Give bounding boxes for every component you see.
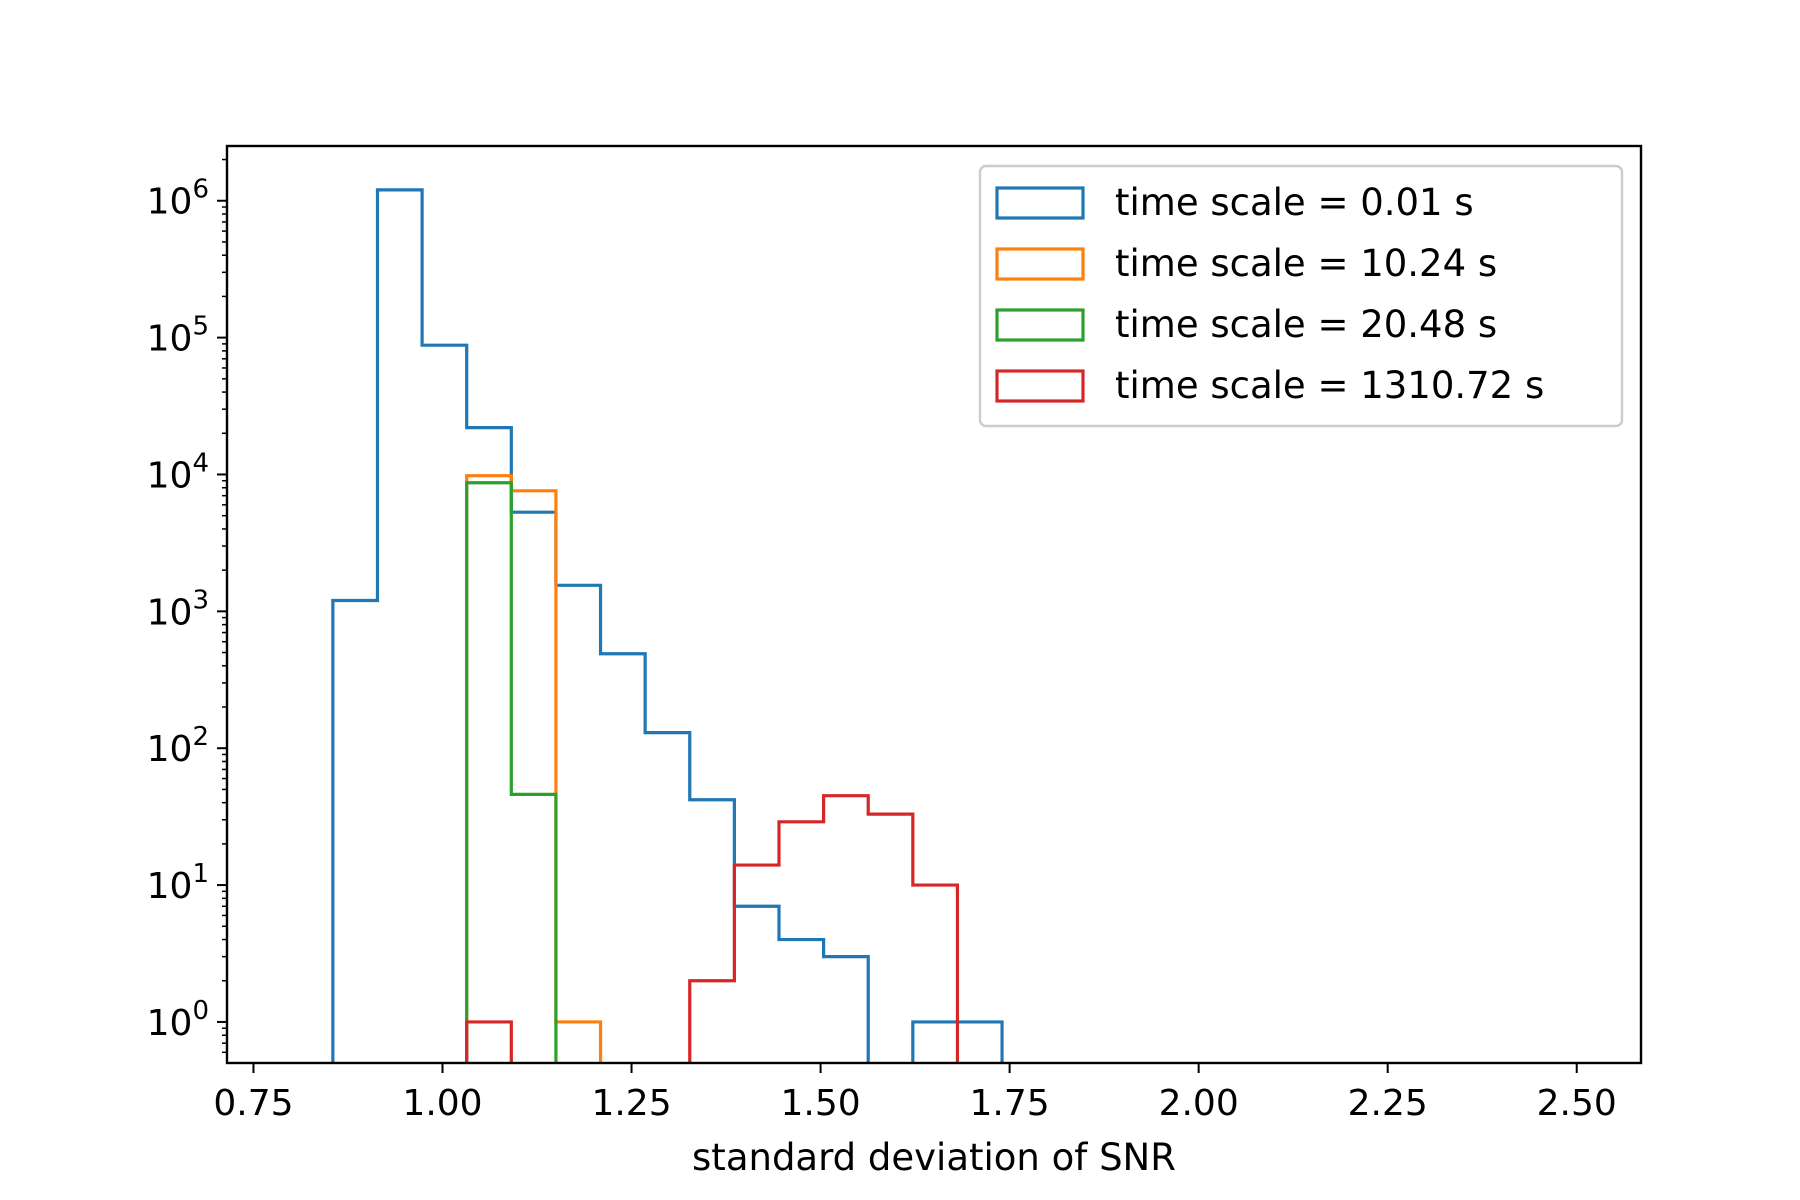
legend-swatch [995,247,1085,281]
x-tick-label: 1.75 [970,1083,1050,1124]
x-tick-label: 0.75 [213,1083,293,1124]
x-tick-label: 2.00 [1159,1083,1239,1124]
series-0-histogram [331,188,1004,1063]
y-tick-label: 104 [147,448,209,496]
axes-frame [225,144,1643,1065]
legend-label: time scale = 1310.72 s [1115,364,1544,407]
y-axis: 100 101 102 103 104 105 106 [147,158,227,1054]
legend: time scale = 0.01 s time scale = 10.24 s t… [978,164,1624,428]
x-tick-label: 1.00 [402,1083,482,1124]
x-tick-label: 1.50 [780,1083,860,1124]
legend-swatch [995,308,1085,342]
y-tick-label: 103 [147,585,209,633]
legend-label: time scale = 10.24 s [1115,242,1497,285]
legend-label: time scale = 20.48 s [1115,303,1497,346]
x-tick-label: 2.25 [1348,1083,1428,1124]
y-tick-label: 100 [147,996,209,1044]
y-tick-label: 102 [147,722,209,770]
y-tick-label: 101 [147,859,209,907]
series-3-histogram [465,794,960,1063]
legend-box [978,164,1624,428]
x-tick-label: 1.25 [591,1083,671,1124]
x-axis: 0.75 1.00 1.25 1.50 1.75 2.00 2.25 2.50 [213,1063,1617,1124]
legend-swatch [995,369,1085,403]
y-tick-label: 106 [147,175,209,223]
x-tick-label: 2.50 [1537,1083,1617,1124]
x-axis-label: standard deviation of SNR [692,1136,1176,1179]
legend-swatch [995,186,1085,220]
legend-label: time scale = 0.01 s [1115,181,1474,224]
y-tick-label: 105 [147,312,209,360]
